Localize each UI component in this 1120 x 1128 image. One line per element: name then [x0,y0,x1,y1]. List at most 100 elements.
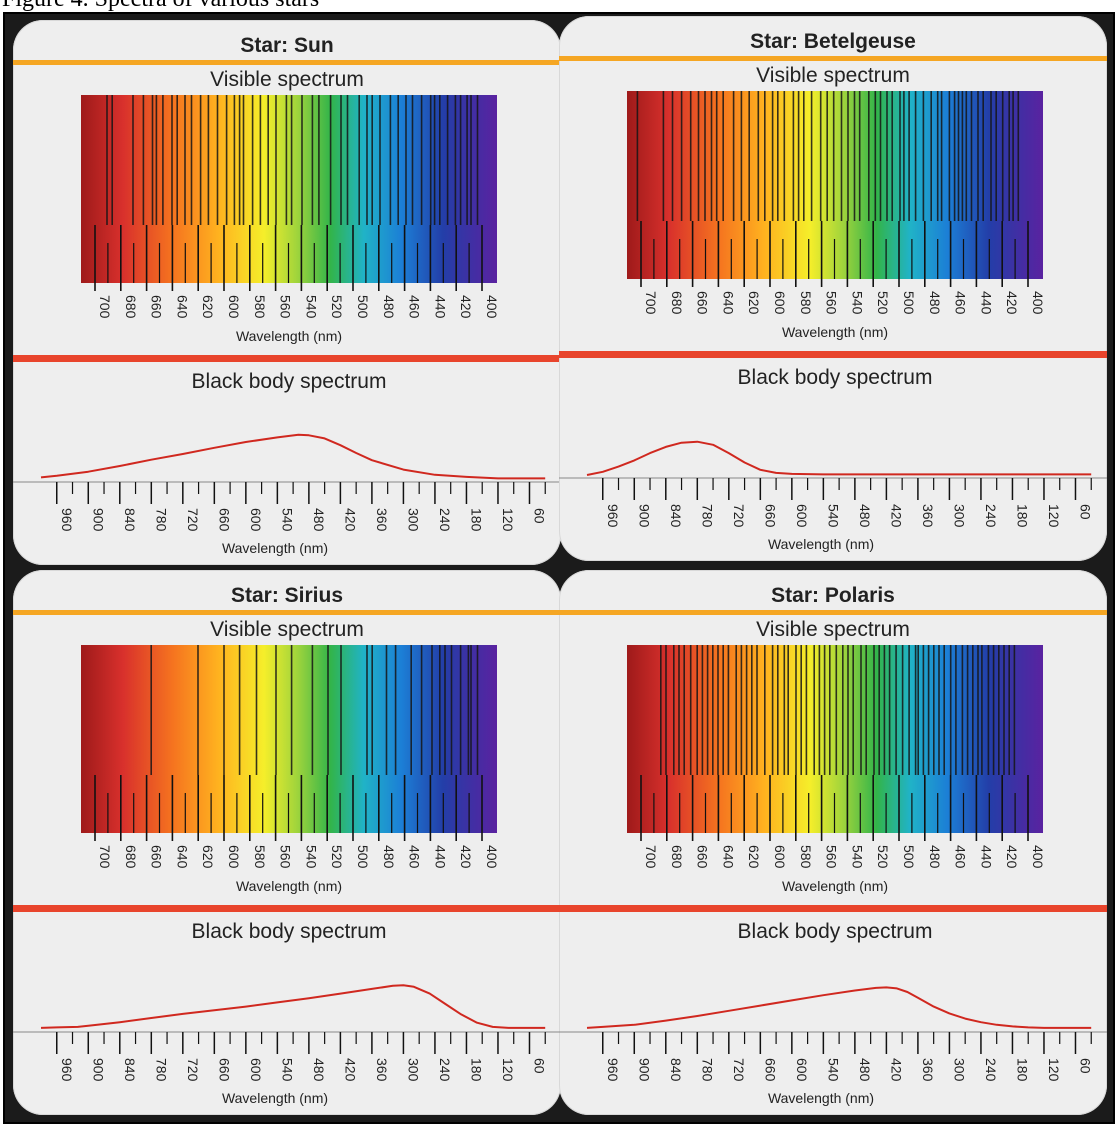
red-rule [13,355,561,362]
tick-label: 480 [381,295,397,319]
black-body-curve [586,440,1092,476]
black-body-heading: Black body spectrum [738,920,933,943]
tick-label: 640 [174,845,190,869]
tick-label: 680 [123,295,139,319]
bb-tick-label: 420 [342,1058,358,1082]
tick-label: 680 [669,291,685,315]
tick-label: 560 [824,845,840,869]
visible-spectrum-heading: Visible spectrum [756,64,910,87]
tick-label: 420 [458,845,474,869]
tick-label: 400 [1030,845,1046,869]
bb-tick-label: 840 [122,508,138,532]
black-body-curve [586,986,1092,1029]
tick-label: 500 [355,295,371,319]
tick-label: 660 [149,845,165,869]
bb-tick-label: 900 [90,508,106,532]
bb-tick-label: 60 [1077,504,1093,520]
tick-label: 620 [746,291,762,315]
bb-tick-label: 720 [731,504,747,528]
tick-label: 480 [927,845,943,869]
bb-tick-label: 960 [59,508,75,532]
bb-tick-label: 120 [1046,1058,1062,1082]
tick-label: 660 [149,295,165,319]
bb-tick-label: 660 [762,1058,778,1082]
bb-tick-label: 780 [699,1058,715,1082]
tick-label: 700 [643,845,659,869]
bb-tick-label: 660 [762,504,778,528]
tick-label: 700 [97,845,113,869]
red-rule [13,905,561,912]
tick-label: 440 [978,845,994,869]
visible-xlabel: Wavelength (nm) [236,328,342,344]
bb-tick-label: 480 [311,508,327,532]
orange-rule [13,610,561,615]
star-title: Star: Polaris [771,584,895,607]
tick-label: 440 [432,295,448,319]
tick-label: 460 [407,845,423,869]
card-graphic: Star: Polaris Visible spectrum 700 680 660 64… [559,584,1107,1106]
bb-tick-label: 720 [185,508,201,532]
tick-label: 500 [901,291,917,315]
tick-label: 520 [329,295,345,319]
black-body-xlabel: Wavelength (nm) [222,1090,328,1106]
star-card-sirius: Star: Sirius Visible spectrum 700 680 660 640… [13,570,561,1115]
tick-label: 400 [484,295,500,319]
bb-tick-label: 900 [636,1058,652,1082]
bb-tick-label: 120 [500,508,516,532]
tick-label: 680 [123,845,139,869]
bb-tick-label: 960 [605,504,621,528]
bb-tick-label: 960 [605,1058,621,1082]
bb-tick-label: 420 [342,508,358,532]
bb-tick-label: 720 [731,1058,747,1082]
bb-tick-label: 180 [1014,1058,1030,1082]
bb-tick-label: 540 [279,508,295,532]
tick-label: 560 [278,295,294,319]
bb-tick-label: 180 [468,1058,484,1082]
tick-label: 540 [303,845,319,869]
bb-tick-label: 600 [248,508,264,532]
tick-label: 520 [329,845,345,869]
tick-label: 700 [97,295,113,319]
black-body-curve [40,433,546,480]
tick-label: 420 [1004,291,1020,315]
bb-tick-label: 180 [1014,504,1030,528]
bb-tick-label: 540 [825,504,841,528]
bb-tick-label: 960 [59,1058,75,1082]
bb-tick-label: 480 [857,1058,873,1082]
tick-label: 460 [953,845,969,869]
tick-label: 520 [875,845,891,869]
star-card-betelgeuse: Star: Betelgeuse Visible spectrum 700 680 66… [559,16,1107,561]
tick-label: 540 [849,291,865,315]
tick-label: 500 [355,845,371,869]
tick-label: 600 [772,291,788,315]
tick-label: 420 [458,295,474,319]
bb-tick-label: 300 [951,504,967,528]
tick-label: 620 [200,845,216,869]
black-body-heading: Black body spectrum [738,366,933,389]
black-body-heading: Black body spectrum [192,920,387,943]
bb-tick-label: 600 [248,1058,264,1082]
bb-tick-label: 60 [1077,1058,1093,1074]
tick-label: 620 [200,295,216,319]
bb-tick-label: 480 [311,1058,327,1082]
bb-tick-label: 300 [405,1058,421,1082]
visible-spectrum-heading: Visible spectrum [756,618,910,641]
star-title: Star: Sirius [231,584,343,607]
tick-label: 480 [927,291,943,315]
visible-xlabel: Wavelength (nm) [236,878,342,894]
bb-tick-label: 240 [437,1058,453,1082]
black-body-xlabel: Wavelength (nm) [768,536,874,552]
tick-label: 560 [824,291,840,315]
bb-tick-label: 600 [794,1058,810,1082]
bb-tick-label: 300 [951,1058,967,1082]
bb-tick-label: 240 [437,508,453,532]
bb-tick-label: 60 [531,508,547,524]
tick-label: 440 [978,291,994,315]
bb-tick-label: 540 [279,1058,295,1082]
black-body-xlabel: Wavelength (nm) [768,1090,874,1106]
bb-tick-label: 720 [185,1058,201,1082]
spectra-photo: Star: Sun Visible spectrum 700 680 660 640 620… [3,12,1115,1124]
bb-tick-label: 660 [216,508,232,532]
star-title: Star: Betelgeuse [750,30,916,53]
bb-tick-label: 780 [153,508,169,532]
